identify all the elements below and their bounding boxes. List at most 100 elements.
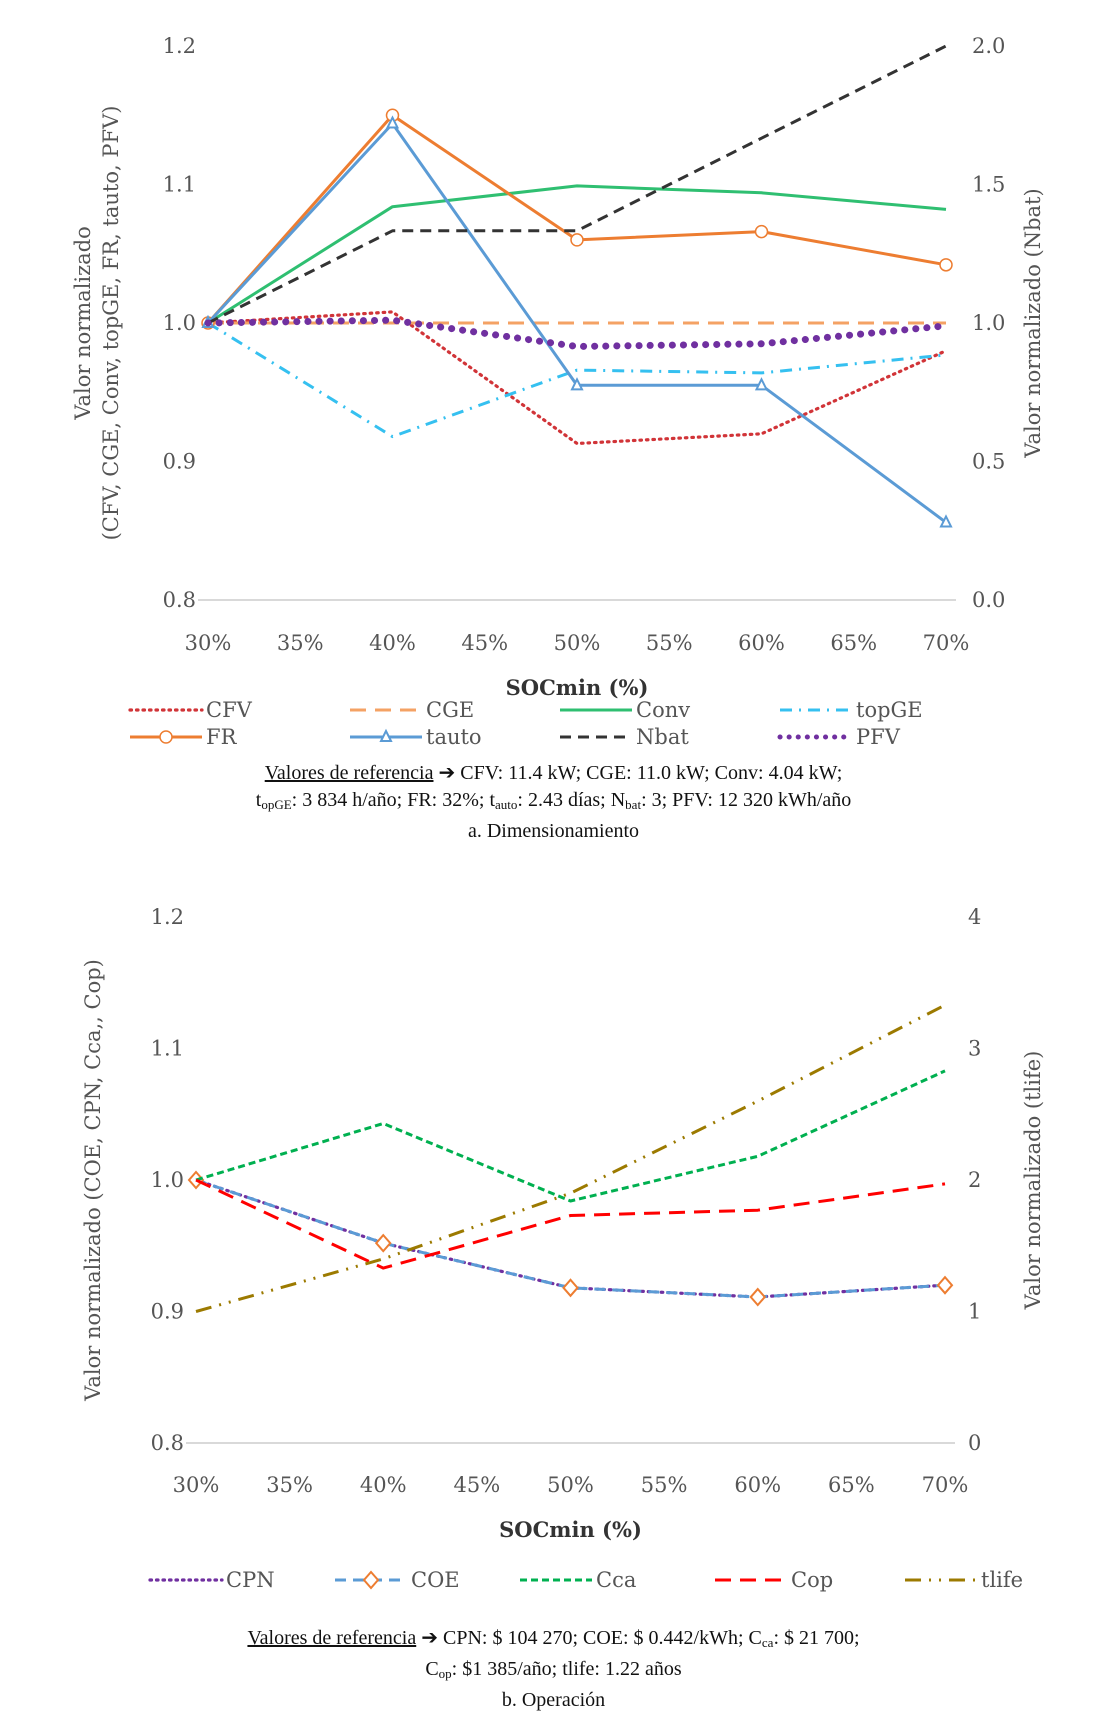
series-line-pfv — [204, 316, 950, 350]
series-line-coe — [195, 1178, 946, 1299]
legend-label: CFV — [206, 698, 253, 722]
legend-item-nbat: Nbat — [560, 725, 689, 749]
y-tick-left: 1.1 — [151, 1037, 184, 1061]
legend-marker — [362, 1570, 380, 1590]
data-point-coe — [936, 1275, 954, 1295]
legend-item-conv: Conv — [560, 698, 690, 722]
x-tick: 70% — [922, 1473, 969, 1497]
legend-item-tlife: tlife — [905, 1568, 1023, 1592]
y-tick-right: 0.0 — [972, 588, 1005, 612]
legend-item-coe: COE — [335, 1568, 460, 1592]
arrow-icon: ➔ — [438, 762, 456, 784]
legend-item-cop: Cop — [715, 1568, 833, 1592]
x-tick: 50% — [547, 1473, 594, 1497]
x-tick: 70% — [923, 631, 970, 655]
legend-item-topge: topGE — [780, 698, 923, 722]
x-tick: 40% — [360, 1473, 407, 1497]
legend-label: Cca — [596, 1568, 636, 1592]
x-tick: 55% — [641, 1473, 688, 1497]
data-point-tauto — [754, 377, 769, 391]
reference-label-a: Valores de referencia — [264, 762, 434, 784]
y-axis-title-right: Valor normalizado (tlife) — [1021, 1051, 1045, 1311]
series-line-tlife — [195, 1003, 946, 1313]
x-tick: 45% — [461, 631, 508, 655]
reference-values-b: Valores de referencia ➔ CPN: $ 104 270; … — [0, 1625, 1107, 1714]
reference-line1-a: Valores de referencia ➔ CFV: 11.4 kW; CG… — [0, 760, 1107, 787]
data-point-coe — [749, 1287, 767, 1307]
arrow-icon: ➔ — [421, 1627, 438, 1649]
y-tick-left: 0.9 — [151, 1300, 184, 1324]
subscript: op — [438, 1666, 452, 1681]
reference-text-a1: CFV: 11.4 kW; CGE: 11.0 kW; Conv: 4.04 k… — [460, 762, 843, 784]
subscript: opGE — [261, 797, 292, 812]
y-tick-right: 0 — [968, 1431, 981, 1455]
y-tick-left: 1.2 — [151, 905, 184, 929]
x-tick: 30% — [173, 1473, 220, 1497]
x-tick: 45% — [454, 1473, 501, 1497]
legend-item-cpn: CPN — [148, 1568, 275, 1592]
legend-label: CGE — [426, 698, 474, 722]
legend-label: tlife — [981, 1568, 1023, 1592]
y-axis-title-right: Valor normalizado (Nbat) — [1021, 188, 1045, 458]
y-tick-left: 1.1 — [163, 173, 196, 197]
x-tick: 30% — [185, 631, 232, 655]
data-point-coe — [562, 1278, 579, 1298]
y-tick-right: 2 — [968, 1168, 981, 1192]
x-tick: 65% — [828, 1473, 875, 1497]
legend-item-cca: Cca — [520, 1568, 636, 1592]
legend-label: tauto — [426, 725, 482, 749]
y-tick-left: 0.9 — [163, 450, 196, 474]
x-tick: 50% — [554, 631, 601, 655]
y-tick-left: 1.0 — [163, 311, 196, 335]
legend-item-cfv: CFV — [128, 698, 253, 722]
chart-b: 0.8 0.9 1.0 1.1 1.2 0 1 2 3 4 30% 35% 40% 45% 50% 55% 60… — [81, 905, 1045, 1592]
y-axis-title-left: Valor normalizado — [71, 226, 95, 421]
x-tick: 35% — [277, 631, 324, 655]
legend-item-pfv: PFV — [777, 725, 901, 749]
legend-label: Nbat — [636, 725, 689, 749]
data-point-fr — [754, 224, 769, 239]
reference-line2-a: topGE: 3 834 h/año; FR: 32%; tauto: 2.43… — [255, 789, 852, 812]
data-point-tauto — [385, 115, 400, 129]
reference-line2-b: Cop: $1 385/año; tlife: 1.22 años — [425, 1658, 682, 1681]
y-tick-left: 1.2 — [163, 34, 196, 58]
x-tick: 60% — [734, 1473, 781, 1497]
legend-marker — [379, 728, 393, 742]
y-tick-right: 4 — [968, 905, 981, 929]
x-tick: 65% — [830, 631, 877, 655]
subscript: ca — [761, 1635, 774, 1650]
data-point-tauto — [939, 514, 953, 528]
x-tick: 60% — [738, 631, 785, 655]
reference-text-b1: CPN: $ 104 270; COE: $ 0.442/kWh; Cca: $… — [442, 1627, 860, 1650]
legend-label: Conv — [636, 698, 690, 722]
x-tick: 40% — [369, 631, 416, 655]
caption-b: b. Operación — [501, 1689, 606, 1711]
legend-marker — [159, 730, 173, 744]
legend-item-fr: FR — [130, 725, 238, 749]
legend-label: FR — [206, 725, 238, 749]
reference-label-b: Valores de referencia — [247, 1627, 417, 1649]
y-tick-left: 1.0 — [151, 1168, 184, 1192]
series-line-cca — [195, 1069, 946, 1203]
x-axis-title: SOCmin (%) — [506, 675, 649, 700]
data-point-fr — [570, 233, 584, 247]
y-tick-left: 0.8 — [151, 1431, 184, 1455]
x-tick: 35% — [266, 1473, 313, 1497]
chart-a: 0.8 0.9 1.0 1.1 1.2 0.0 0.5 1.0 1.5 2.0 30% 35% 40% 4… — [71, 34, 1045, 749]
legend-item-tauto: tauto — [350, 725, 482, 749]
series-line-topge — [207, 321, 947, 439]
x-tick: 55% — [646, 631, 693, 655]
legend-label: PFV — [856, 725, 901, 749]
series-line-cop — [195, 1178, 946, 1270]
legend-label: Cop — [791, 1568, 833, 1592]
caption-a: a. Dimensionamiento — [467, 820, 640, 842]
legend-label: COE — [411, 1568, 460, 1592]
legend-item-cge: CGE — [350, 698, 474, 722]
y-tick-right: 0.5 — [972, 450, 1005, 474]
y-tick-left: 0.8 — [163, 588, 196, 612]
series-line-cfv — [206, 310, 948, 446]
y-tick-right: 3 — [968, 1037, 981, 1061]
reference-line1-b: Valores de referencia ➔ CPN: $ 104 270; … — [0, 1625, 1107, 1656]
subscript: auto — [495, 797, 518, 812]
